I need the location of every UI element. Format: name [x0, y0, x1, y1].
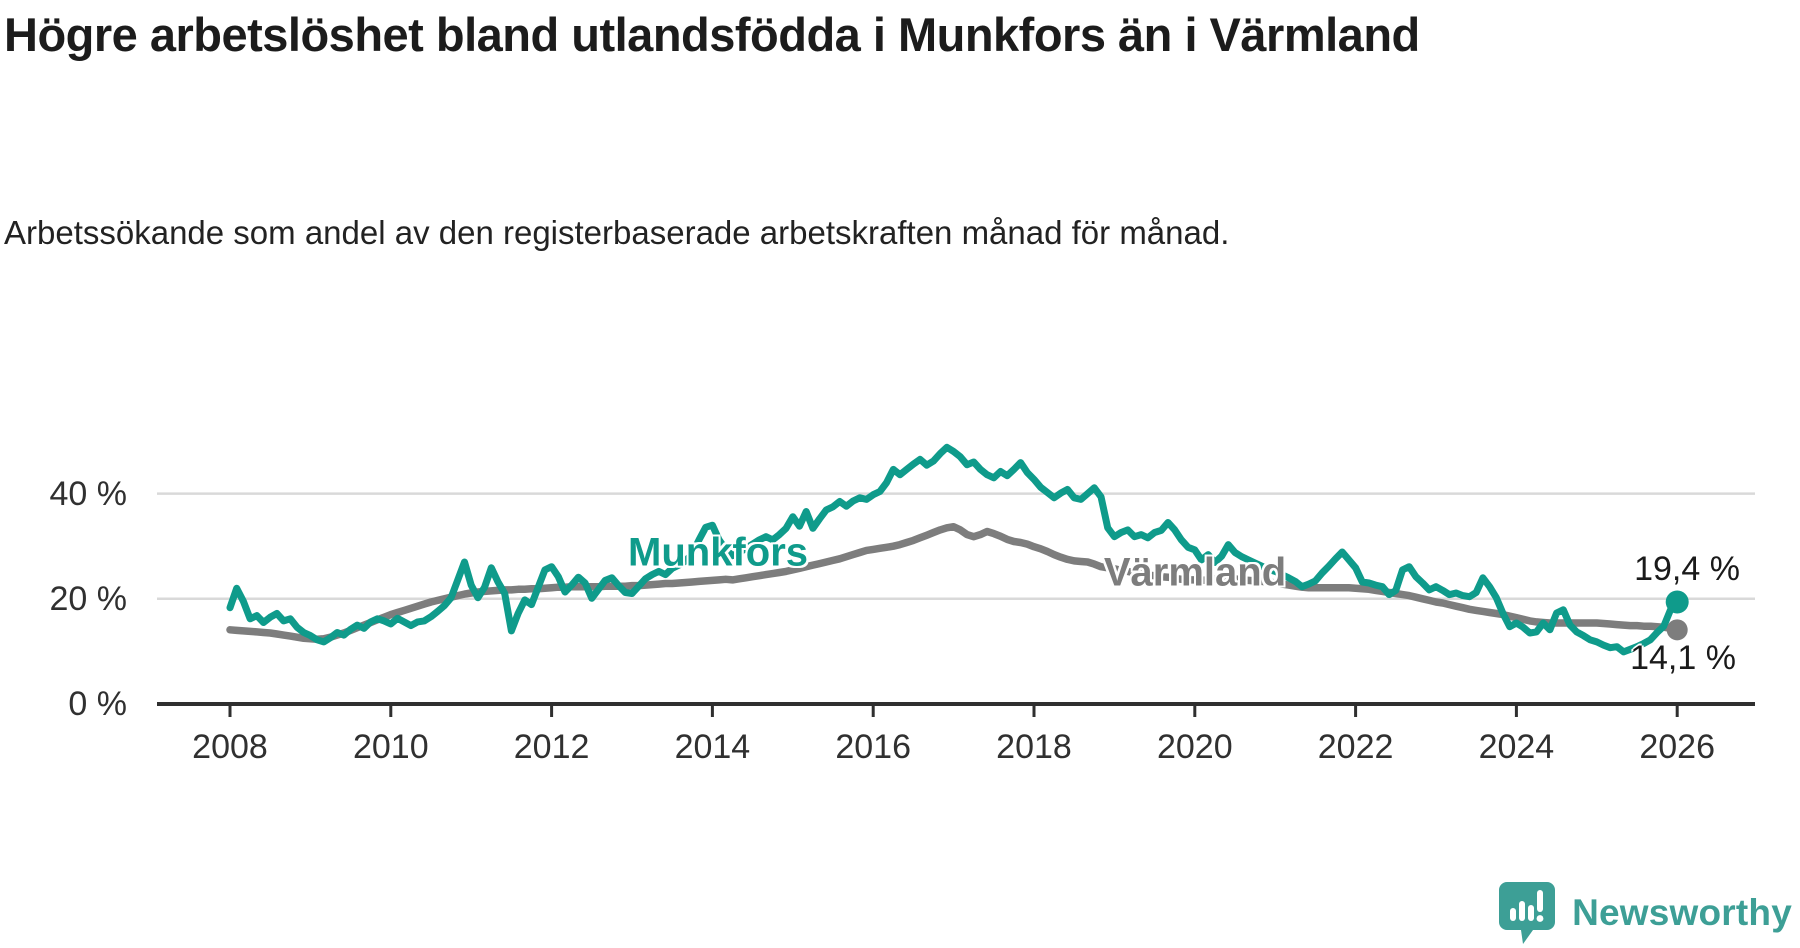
x-axis-label-2016: 2016: [835, 728, 912, 766]
x-axis-label-2012: 2012: [513, 728, 590, 766]
y-axis-label-40: 40 %: [49, 474, 128, 513]
series-label-varmland: Värmland: [1103, 550, 1287, 595]
series-line-munkfors: [226, 443, 1681, 656]
x-axis-label-2020: 2020: [1156, 728, 1233, 766]
end-dot-värmland: [1666, 619, 1688, 641]
end-dot-munkfors: [1665, 590, 1689, 614]
x-axis-label-2010: 2010: [352, 728, 429, 766]
x-axis-label-2022: 2022: [1317, 728, 1394, 766]
chart-subtitle: Arbetssökande som andel av den registerb…: [4, 214, 1230, 251]
newsworthy-logo-text: Newsworthy: [1572, 892, 1792, 933]
x-axis-label-2024: 2024: [1478, 728, 1555, 766]
series-label-munkfors: Munkfors: [628, 530, 808, 575]
series-line-värmland: [226, 522, 1681, 644]
x-axis-label-2014: 2014: [674, 728, 751, 766]
x-axis-label-2018: 2018: [996, 728, 1072, 766]
x-axis-label-2026: 2026: [1639, 728, 1716, 766]
end-value-label-munkfors: 19,4 %: [1634, 550, 1740, 588]
newsworthy-logo: Newsworthy: [1497, 880, 1792, 946]
end-value-label-varmland: 14,1 %: [1630, 639, 1736, 677]
y-axis-label-20: 20 %: [49, 579, 128, 618]
chart-title: Högre arbetslöshet bland utlandsfödda i …: [4, 8, 1420, 61]
x-axis-label-2008: 2008: [192, 728, 268, 766]
y-axis-label-0: 0 %: [68, 685, 127, 723]
newsworthy-logo-icon: [1499, 882, 1556, 944]
